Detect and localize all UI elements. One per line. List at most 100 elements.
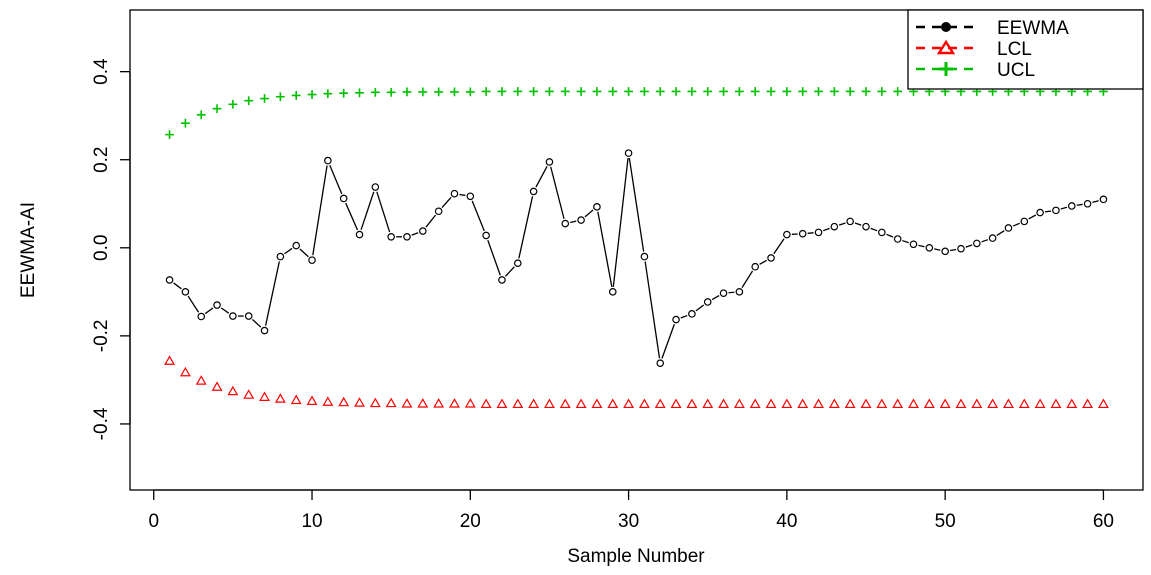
series-lcl-point [751, 400, 760, 408]
series-eewma-point [1021, 218, 1027, 224]
series-eewma-point [546, 159, 552, 165]
series-lcl-point [181, 368, 190, 376]
series-lcl-point [608, 400, 617, 408]
series-eewma-point [182, 289, 188, 295]
series-eewma-segment [585, 210, 593, 217]
series-eewma-segment [662, 324, 674, 358]
series-eewma-point [625, 150, 631, 156]
series-eewma-segment [313, 166, 327, 256]
series-eewma-point [784, 231, 790, 237]
series-ucl-point [624, 87, 633, 96]
series-eewma-segment [774, 239, 784, 254]
series-ucl-point [244, 96, 253, 105]
series-eewma-point [467, 193, 473, 199]
series-eewma-segment [742, 271, 752, 288]
series-lcl-point [529, 400, 538, 408]
series-lcl-point [371, 399, 380, 407]
series-ucl-point [830, 87, 839, 96]
series-eewma-point [1084, 201, 1090, 207]
series-ucl-point [703, 87, 712, 96]
series-lcl-point [355, 398, 364, 406]
series-eewma-point [372, 184, 378, 190]
series-lcl-point [988, 400, 997, 408]
series-ucl-point [846, 87, 855, 96]
series-eewma-segment [174, 283, 182, 289]
series-eewma-point [705, 299, 711, 305]
series-ucl-point [371, 88, 380, 97]
series-eewma-segment [839, 223, 845, 225]
series-eewma-point [657, 360, 663, 366]
series-eewma-segment [681, 316, 687, 318]
series-eewma-segment [442, 197, 451, 207]
series-eewma-segment [519, 196, 533, 258]
series-eewma-point [926, 245, 932, 251]
series-lcl-point [909, 400, 918, 408]
series-lcl-point [466, 399, 475, 407]
series-lcl-point [244, 390, 253, 398]
series-eewma-point [483, 232, 489, 238]
series-eewma-segment [346, 203, 358, 230]
series-eewma-point [515, 260, 521, 266]
series-ucl-point [672, 87, 681, 96]
y-tick-label: -0.4 [91, 407, 112, 440]
series-ucl-point [687, 87, 696, 96]
series-ucl-point [197, 110, 206, 119]
series-eewma-segment [696, 305, 704, 311]
series-eewma-segment [1013, 223, 1020, 226]
series-eewma-segment [284, 248, 292, 253]
series-lcl-point [1067, 400, 1076, 408]
series-eewma-point [451, 190, 457, 196]
series-lcl-point [687, 400, 696, 408]
series-lcl-point [624, 400, 633, 408]
series-lcl-point [814, 400, 823, 408]
series-eewma-point [499, 277, 505, 283]
series-ucl-point [640, 87, 649, 96]
series-eewma-segment [205, 308, 213, 314]
series-lcl-point [545, 400, 554, 408]
legend-label-lcl: LCL [997, 39, 1032, 60]
series-eewma-segment [902, 241, 908, 243]
series-eewma-point [420, 228, 426, 234]
legend-label-eewma: EEWMA [997, 18, 1069, 39]
series-lcl-point [260, 393, 269, 401]
series-eewma-segment [1061, 207, 1067, 209]
series-ucl-point [814, 87, 823, 96]
series-ucl-point [260, 94, 269, 103]
series-eewma-segment [934, 249, 940, 250]
legend-label-ucl: UCL [997, 60, 1035, 81]
series-ucl-point [513, 87, 522, 96]
series-lcl-point [276, 394, 285, 402]
series-eewma-segment [1077, 204, 1083, 205]
series-eewma-segment [712, 296, 719, 300]
series-lcl [165, 357, 1108, 408]
series-lcl-point [387, 399, 396, 407]
series-eewma-segment [221, 308, 229, 313]
series-ucl-point [593, 87, 602, 96]
series-ucl-point [893, 87, 902, 96]
series-ucl-point [782, 87, 791, 96]
series-lcl-point [434, 399, 443, 407]
series-eewma-segment [598, 212, 612, 287]
series-lcl-point [339, 398, 348, 406]
series-lcl-point [925, 400, 934, 408]
series-ucl-point [292, 91, 301, 100]
series-ucl [165, 87, 1108, 139]
series-eewma-segment [1029, 215, 1036, 219]
series-eewma-point [562, 220, 568, 226]
series-lcl-point [197, 376, 206, 384]
series-lcl-point [1083, 400, 1092, 408]
series-eewma-point [974, 240, 980, 246]
series-ucl-point [308, 90, 317, 99]
series-eewma-segment [266, 261, 280, 325]
series-lcl-point [862, 400, 871, 408]
series-eewma-segment [300, 249, 308, 257]
x-axis-title: Sample Number [567, 546, 705, 567]
series-layer [165, 87, 1108, 407]
series-ucl-point [545, 87, 554, 96]
series-lcl-point [1099, 400, 1108, 408]
series-lcl-point [482, 400, 491, 408]
series-ucl-point [877, 87, 886, 96]
series-lcl-point [1020, 400, 1029, 408]
